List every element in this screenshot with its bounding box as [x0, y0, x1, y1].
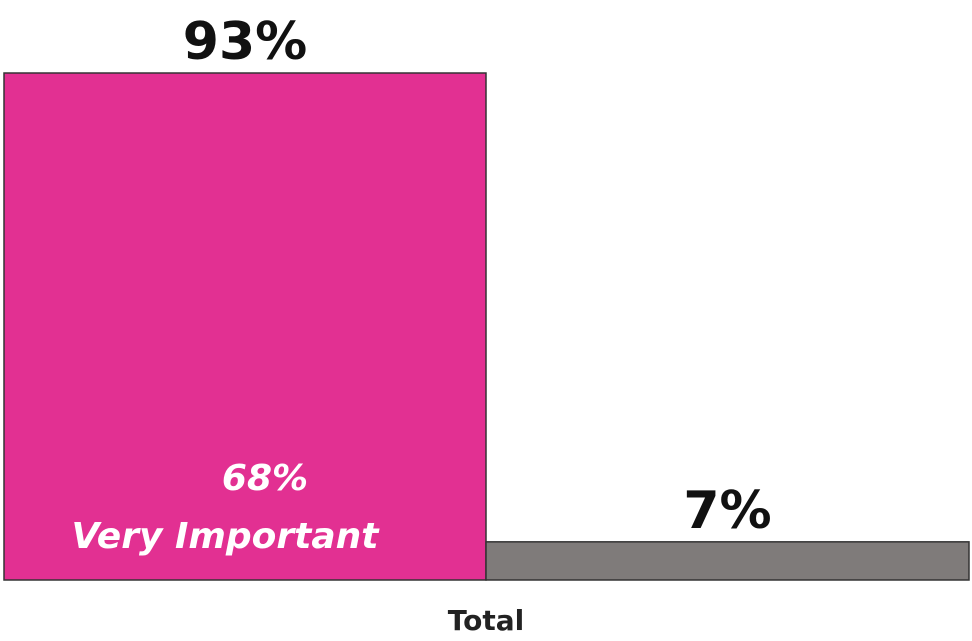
- bar-very-important: [3, 72, 487, 581]
- bars-group: [3, 72, 970, 581]
- inner-text-label: Very Important: [72, 516, 381, 557]
- category-label: Total: [448, 604, 525, 637]
- inner-value-label: 68%: [222, 458, 308, 499]
- bar-other: [485, 541, 970, 581]
- bar-value-label-other: 7%: [683, 481, 771, 541]
- bar-value-label-very-important: 93%: [183, 12, 307, 72]
